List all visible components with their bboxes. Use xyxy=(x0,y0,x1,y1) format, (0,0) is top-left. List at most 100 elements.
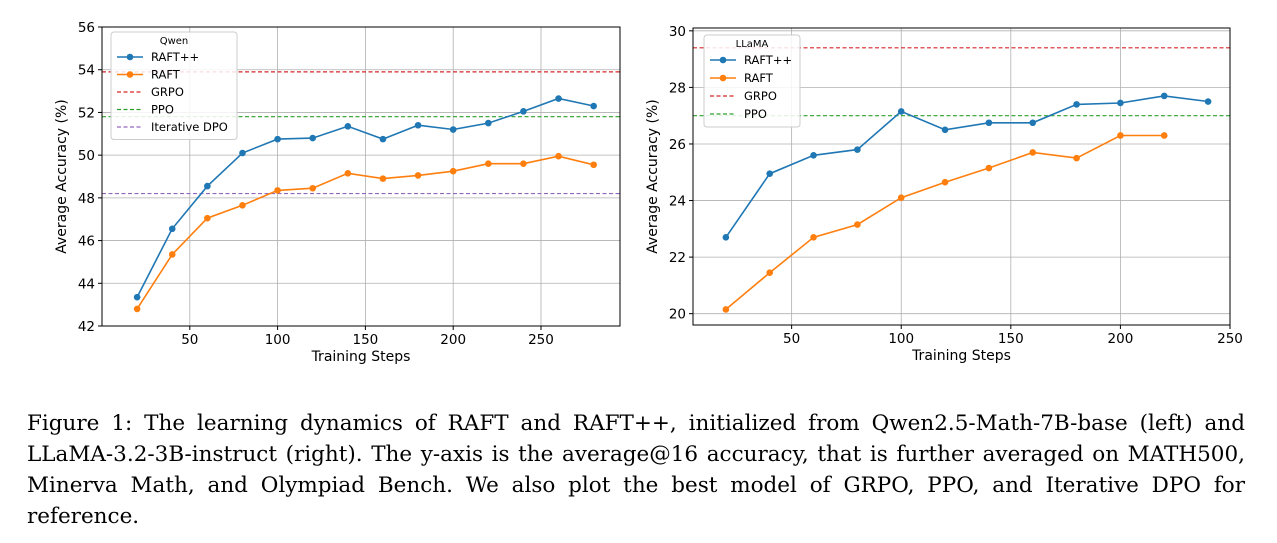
x-tick-label: 150 xyxy=(998,331,1024,347)
data-point-raftplusplus xyxy=(722,234,730,241)
series-line-raft xyxy=(136,155,594,310)
data-point-raft xyxy=(1029,149,1037,156)
chart-right-llama: 50 100 150 200 250 20 22 24 26 28 30 Training Steps… xyxy=(645,24,1243,364)
data-point-raftplusplus xyxy=(344,123,352,130)
y-tick-label: 50 xyxy=(78,148,95,164)
legend-label: GRPO xyxy=(151,85,184,99)
data-point-raftplusplus xyxy=(1029,119,1037,127)
data-point-raftplusplus xyxy=(1073,101,1080,108)
y-tick-label: 54 xyxy=(78,63,95,79)
data-point-raftplusplus xyxy=(449,126,457,133)
y-tick-label: 46 xyxy=(78,234,95,250)
data-point-raft xyxy=(274,187,281,194)
x-axis-label: Training Steps xyxy=(911,348,1011,364)
legend-marker xyxy=(126,71,134,78)
series-line-raftplusplus xyxy=(725,95,1209,238)
x-tick-label: 100 xyxy=(888,331,914,347)
data-point-raft xyxy=(309,184,317,192)
y-tick-label: 48 xyxy=(78,191,95,207)
data-point-raft xyxy=(344,169,352,177)
data-point-raftplusplus xyxy=(239,149,246,157)
data-point-raft xyxy=(985,164,993,172)
data-point-raftplusplus xyxy=(379,135,387,143)
data-point-raftplusplus xyxy=(941,126,949,134)
data-point-raft xyxy=(133,305,141,313)
legend-label: PPO xyxy=(151,103,174,117)
data-point-raft xyxy=(239,202,246,209)
legend-label: PPO xyxy=(744,107,767,121)
y-tick-label: 56 xyxy=(78,20,95,36)
data-point-raftplusplus xyxy=(766,170,774,177)
data-point-raft xyxy=(810,234,817,241)
legend-title: LLaMA xyxy=(736,39,769,50)
legend-label: RAFT++ xyxy=(151,50,199,64)
legend-box xyxy=(110,31,238,140)
x-axis-label: Training Steps xyxy=(311,349,411,365)
data-point-raftplusplus xyxy=(133,293,141,301)
legend-title: Qwen xyxy=(160,36,189,47)
data-point-raft xyxy=(485,160,492,167)
data-point-raftplusplus xyxy=(309,134,317,142)
data-point-raft xyxy=(449,167,457,175)
data-point-raft xyxy=(1073,154,1080,162)
legend-box xyxy=(703,34,801,128)
x-tick-label: 200 xyxy=(440,332,466,348)
legend-label: RAFT++ xyxy=(744,53,792,67)
y-tick-label: 22 xyxy=(669,250,686,266)
legend-label: GRPO xyxy=(744,89,777,103)
data-point-raft xyxy=(897,194,905,202)
y-tick-label: 44 xyxy=(78,276,95,292)
data-point-raft xyxy=(204,214,211,222)
data-point-raft xyxy=(1117,132,1124,139)
data-point-raft xyxy=(379,175,387,182)
legend-label: RAFT xyxy=(744,71,774,85)
y-tick-label: 42 xyxy=(78,319,95,335)
y-tick-label: 28 xyxy=(669,80,686,96)
data-point-raft xyxy=(414,172,422,179)
y-tick-label: 30 xyxy=(669,24,686,40)
data-point-raft xyxy=(168,251,176,258)
series-line-raftplusplus xyxy=(136,97,594,298)
data-point-raftplusplus xyxy=(1160,92,1168,100)
x-tick-label: 50 xyxy=(783,331,800,347)
data-point-raft xyxy=(722,306,730,313)
data-point-raftplusplus xyxy=(985,119,993,127)
data-point-raftplusplus xyxy=(590,102,597,110)
x-tick-label: 100 xyxy=(265,332,291,348)
plot-frame xyxy=(101,26,621,327)
legend-marker xyxy=(719,56,727,64)
y-tick-label: 26 xyxy=(669,137,686,153)
data-point-raft xyxy=(766,269,774,276)
figure-caption: Figure 1: The learning dynamics of RAFT … xyxy=(27,411,1245,529)
data-point-raftplusplus xyxy=(1117,99,1124,107)
data-point-raft xyxy=(941,178,949,186)
y-tick-label: 20 xyxy=(669,307,686,323)
legend-marker xyxy=(719,74,727,82)
data-point-raftplusplus xyxy=(854,146,861,153)
data-point-raftplusplus xyxy=(810,151,817,159)
data-point-raftplusplus xyxy=(1204,98,1212,105)
data-point-raft xyxy=(590,161,597,169)
x-tick-label: 200 xyxy=(1108,331,1134,347)
data-point-raftplusplus xyxy=(897,108,905,115)
data-point-raft xyxy=(1160,132,1168,139)
data-point-raft xyxy=(854,221,861,228)
x-tick-label: 250 xyxy=(1217,331,1243,347)
y-axis-label: Average Accuracy (%) xyxy=(54,99,70,254)
x-tick-label: 250 xyxy=(528,332,554,348)
legend-label: RAFT xyxy=(151,68,181,82)
legend-label: Iterative DPO xyxy=(151,120,228,134)
data-point-raftplusplus xyxy=(204,182,211,190)
data-point-raft xyxy=(520,160,527,167)
data-point-raftplusplus xyxy=(485,119,492,127)
data-point-raftplusplus xyxy=(520,108,527,115)
x-tick-label: 50 xyxy=(181,332,198,348)
plot-frame xyxy=(692,27,1231,326)
legend-marker xyxy=(126,53,134,61)
y-axis-label: Average Accuracy (%) xyxy=(645,99,661,254)
data-point-raftplusplus xyxy=(274,135,281,143)
chart-left-qwen: 50 100 150 200 250 42 44 46 48 50 52 54 56 Training S… xyxy=(54,20,621,365)
data-point-raft xyxy=(555,152,562,160)
y-tick-label: 24 xyxy=(669,194,686,210)
data-point-raftplusplus xyxy=(414,121,422,129)
